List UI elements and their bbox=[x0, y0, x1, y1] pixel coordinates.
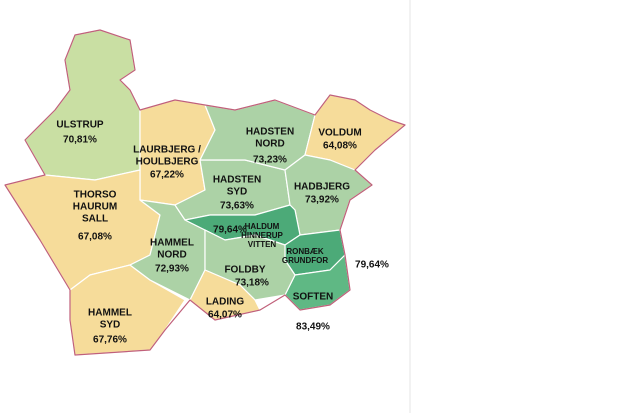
region-value: 72,93% bbox=[155, 264, 189, 275]
labels: ULSTRUP 70,81% LAURBJERG /HOULBJERG 67,22% T… bbox=[56, 120, 389, 346]
region-value: 70,81% bbox=[63, 135, 97, 146]
region-name: SYD bbox=[100, 320, 121, 331]
region-value: 79,64% bbox=[355, 260, 389, 271]
region-name: SYD bbox=[227, 187, 248, 198]
region-name: HOULBJERG bbox=[136, 157, 199, 168]
region-value: 67,76% bbox=[93, 335, 127, 346]
region-value: 73,92% bbox=[305, 195, 339, 206]
region-value: 67,08% bbox=[78, 232, 112, 243]
region-name: NORD bbox=[157, 250, 186, 261]
region-value: 73,63% bbox=[220, 201, 254, 212]
region-name: LAURBJERG / bbox=[133, 145, 201, 156]
region-value: 64,07% bbox=[208, 310, 242, 321]
region-value: 73,18% bbox=[235, 278, 269, 289]
region-name: NORD bbox=[255, 139, 284, 150]
region-name: FOLDBY bbox=[224, 265, 265, 276]
region-value: 83,49% bbox=[296, 322, 330, 333]
region-name: GRUNDFOR bbox=[282, 256, 328, 265]
region-name: HADBJERG bbox=[294, 182, 350, 193]
region-name: HADSTEN bbox=[213, 175, 261, 186]
region-name: SALL bbox=[82, 214, 108, 225]
region-ulstrup bbox=[24, 29, 141, 181]
regions bbox=[4, 29, 406, 356]
region-name: THORSO bbox=[74, 190, 117, 201]
region-name: HAMMEL bbox=[88, 308, 132, 319]
region-value: 64,08% bbox=[323, 141, 357, 152]
outline bbox=[4, 29, 406, 356]
region-name: VOLDUM bbox=[318, 128, 361, 139]
region-name: LADING bbox=[206, 297, 245, 308]
region-value: 67,22% bbox=[150, 170, 184, 181]
region-name: SOFTEN bbox=[293, 292, 334, 303]
region-name: HALDUM bbox=[245, 222, 280, 231]
region-name: VITTEN bbox=[248, 240, 277, 249]
region-name: HADSTEN bbox=[246, 127, 294, 138]
region-name: ULSTRUP bbox=[56, 120, 104, 131]
region-value: 79,64% bbox=[213, 225, 247, 236]
region-value: 73,23% bbox=[253, 155, 287, 166]
region-name: HINNERUP bbox=[241, 231, 283, 240]
region-name: HAMMEL bbox=[150, 238, 194, 249]
region-name: HAURUM bbox=[73, 202, 117, 213]
region-name: RONBÆK bbox=[286, 247, 324, 256]
